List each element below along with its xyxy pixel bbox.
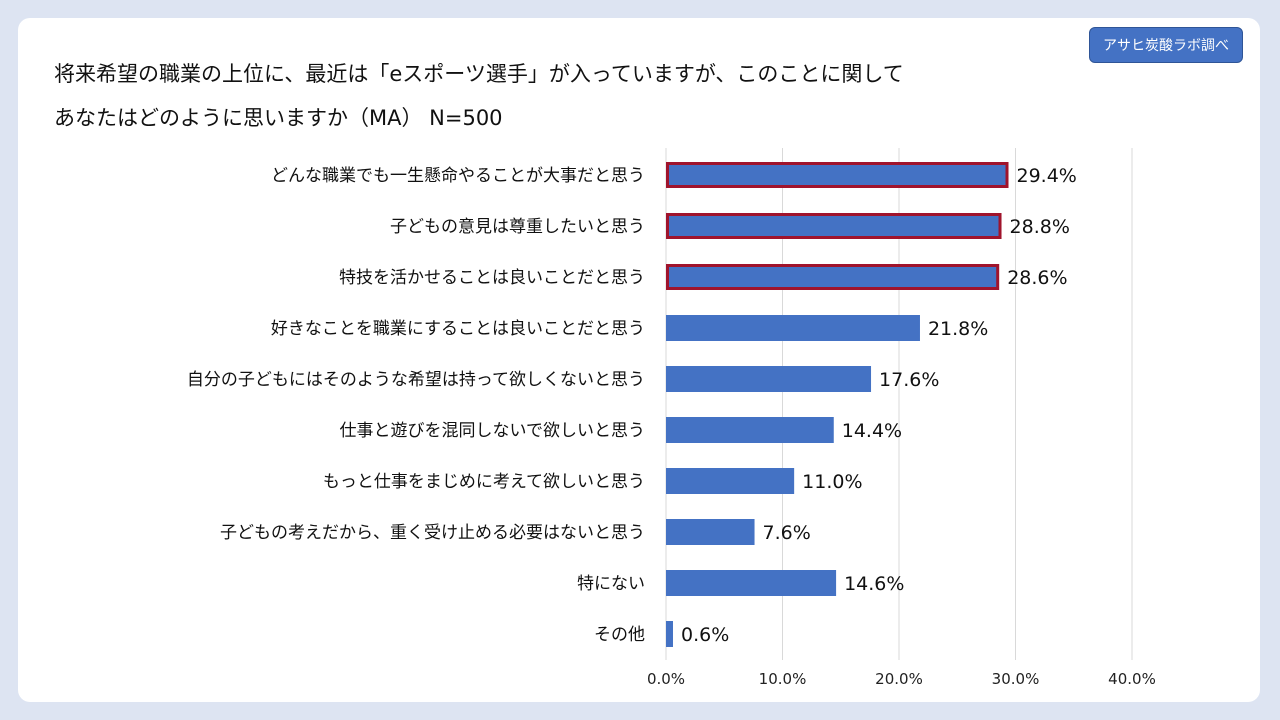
category-label: 子どもの意見は尊重したいと思う <box>390 217 645 237</box>
category-label: 特技を活かせることは良いことだと思う <box>339 268 645 288</box>
data-label: 0.6% <box>681 624 729 646</box>
x-tick-label: 0.0% <box>647 670 685 688</box>
x-tick-label: 20.0% <box>875 670 923 688</box>
chart-title: 将来希望の職業の上位に、最近は「eスポーツ選手」が入っていますが、このことに関し… <box>54 52 904 140</box>
category-label: 自分の子どもにはそのような希望は持って欲しくないと思う <box>187 370 645 390</box>
source-badge: アサヒ炭酸ラボ調べ <box>1089 27 1243 63</box>
category-label: 特にない <box>577 574 645 594</box>
x-tick-label: 40.0% <box>1108 670 1156 688</box>
bar <box>666 315 920 341</box>
bar <box>666 519 755 545</box>
bar <box>666 621 673 647</box>
data-label: 17.6% <box>879 369 939 391</box>
data-label: 21.8% <box>928 318 988 340</box>
bar <box>666 417 834 443</box>
data-label: 28.8% <box>1010 216 1070 238</box>
bar <box>666 468 795 494</box>
data-label: 11.0% <box>802 471 862 493</box>
x-tick-label: 30.0% <box>992 670 1040 688</box>
data-label: 7.6% <box>763 522 811 544</box>
chart-title-line-2: あなたはどのように思いますか（MA） N=500 <box>54 106 503 130</box>
highlighted-bar <box>666 162 1009 188</box>
x-tick-label: 10.0% <box>759 670 807 688</box>
category-label: どんな職業でも一生懸命やることが大事だと思う <box>271 166 645 186</box>
chart-title-line-1: 将来希望の職業の上位に、最近は「eスポーツ選手」が入っていますが、このことに関し… <box>54 62 904 86</box>
data-label: 14.6% <box>844 573 904 595</box>
data-label: 14.4% <box>842 420 902 442</box>
category-label: 好きなことを職業にすることは良いことだと思う <box>271 319 645 339</box>
bar <box>666 570 837 596</box>
highlighted-bar <box>666 213 1002 239</box>
category-label: 仕事と遊びを混同しないで欲しいと思う <box>340 421 646 441</box>
highlighted-bar <box>666 264 1000 290</box>
data-label: 29.4% <box>1017 165 1077 187</box>
category-label: もっと仕事をまじめに考えて欲しいと思う <box>323 472 645 492</box>
chart-card <box>18 18 1260 702</box>
data-label: 28.6% <box>1007 267 1067 289</box>
category-label: その他 <box>594 625 645 645</box>
category-label: 子どもの考えだから、重く受け止める必要はないと思う <box>220 523 645 543</box>
bar <box>666 366 872 392</box>
